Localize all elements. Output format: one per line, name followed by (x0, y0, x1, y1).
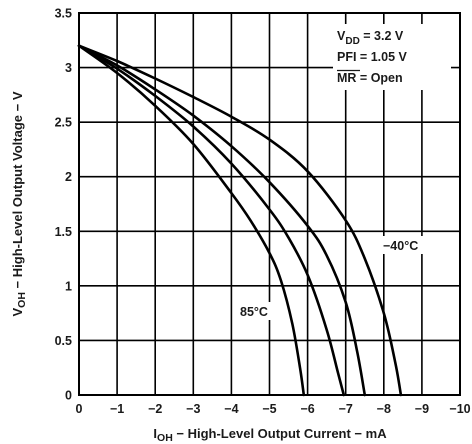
label-cold-background (379, 236, 429, 254)
x-tick-label: −3 (186, 402, 200, 416)
label-hot-background (237, 302, 275, 320)
conditions-background (333, 24, 451, 90)
x-tick-label: −1 (110, 402, 124, 416)
x-tick-label: −6 (300, 402, 314, 416)
y-tick-labels: 0 0.5 1 1.5 2 2.5 3 3.5 (55, 7, 72, 403)
x-tick-label: −8 (377, 402, 391, 416)
y-tick-label: 1.5 (55, 225, 72, 239)
series-line-2 (77, 44, 346, 397)
x-tick-label: 0 (76, 402, 83, 416)
y-tick-label: 0.5 (55, 334, 72, 348)
label-85c: 85°C (240, 305, 268, 319)
plot-frame (78, 12, 461, 396)
y-tick-label: 0 (65, 389, 72, 403)
y-tick-label: 3.5 (55, 7, 72, 21)
series-line-4 (77, 44, 403, 397)
x-tick-label: −10 (449, 402, 470, 416)
x-tick-labels: 0 −1 −2 −3 −4 −5 −6 −7 −8 −9 −10 (76, 402, 471, 416)
series-line-1 (77, 44, 306, 397)
label-minus-40c: −40°C (383, 239, 418, 253)
condition-vdd: VDD = 3.2 V (337, 29, 404, 47)
y-tick-label: 2.5 (55, 116, 72, 130)
y-tick-label: 2 (65, 170, 72, 184)
x-tick-label: −2 (148, 402, 162, 416)
x-tick-label: −7 (339, 402, 353, 416)
condition-pfi: PFI = 1.05 V (337, 50, 407, 64)
x-tick-label: −9 (415, 402, 429, 416)
grid (79, 13, 460, 395)
condition-mr: MR = Open (337, 71, 403, 85)
y-tick-label: 3 (65, 61, 72, 75)
x-axis-title: IOH − High-Level Output Current − mA (153, 426, 387, 444)
x-tick-label: −4 (224, 402, 238, 416)
y-tick-label: 1 (65, 279, 72, 293)
x-tick-label: −5 (262, 402, 276, 416)
series-line-3 (77, 44, 367, 397)
y-axis-title: VOH − High-Level Output Voltage − V (10, 91, 28, 316)
series-layer (77, 44, 403, 397)
